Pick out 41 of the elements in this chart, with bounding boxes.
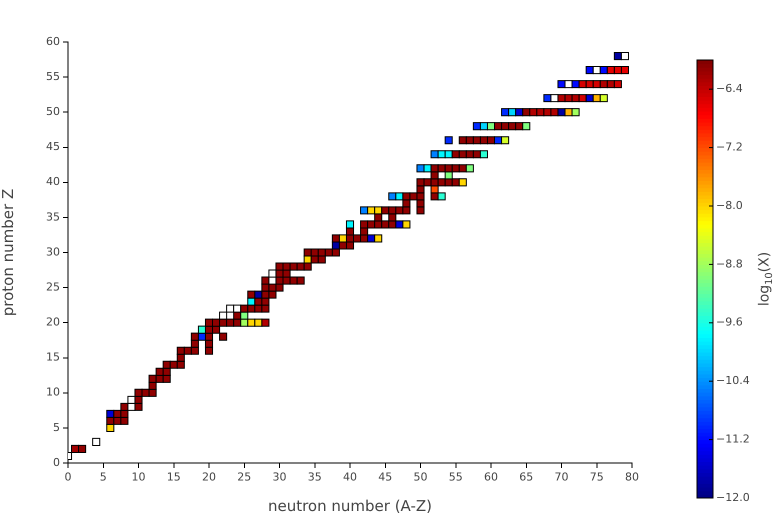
color-bar-label: −9.6 [716, 316, 743, 329]
y-tick-label: 15 [46, 350, 60, 364]
color-bar-label: −12.0 [716, 490, 750, 504]
y-tick-label: 25 [46, 280, 60, 294]
x-tick-label: 15 [166, 470, 181, 484]
y-tick-label: 10 [46, 386, 60, 399]
x-tick-label: 0 [64, 470, 72, 484]
y-tick-label: 50 [46, 105, 60, 118]
color-bar-title: log10(X) [756, 252, 775, 306]
x-tick-label: 10 [132, 470, 146, 484]
color-bar-label: −10.4 [716, 374, 750, 388]
color-bar-label: −6.4 [716, 82, 743, 96]
x-tick-label: 70 [554, 470, 568, 484]
x-tick-label: 30 [272, 470, 286, 484]
y-tick-label: 60 [46, 34, 60, 48]
y-tick-label: 0 [53, 456, 60, 469]
y-tick-label: 20 [46, 316, 60, 329]
x-tick-label: 55 [448, 470, 463, 484]
color-bar-label: −7.2 [716, 140, 743, 154]
y-axis-title: proton number Z [0, 188, 17, 316]
x-tick-label: 20 [202, 470, 216, 484]
x-tick-label: 45 [378, 470, 392, 484]
x-tick-label: 60 [484, 470, 498, 484]
y-tick-label: 30 [46, 245, 60, 258]
y-tick-label: 40 [46, 175, 60, 188]
x-tick-label: 80 [625, 470, 639, 484]
y-tick-label: 35 [46, 210, 60, 224]
color-bar-label: −8.8 [716, 257, 743, 270]
x-axis-title: neutron number (A-Z) [268, 496, 432, 515]
color-bar-label: −11.2 [716, 432, 750, 446]
color-bar-label: −8.0 [716, 198, 743, 212]
x-tick-label: 25 [237, 470, 252, 484]
x-tick-label: 65 [519, 470, 534, 484]
y-tick-label: 55 [46, 70, 60, 83]
x-tick-label: 75 [590, 470, 604, 484]
x-tick-label: 5 [100, 470, 107, 484]
x-tick-label: 50 [414, 470, 428, 484]
y-tick-label: 45 [46, 140, 60, 154]
x-tick-label: 40 [343, 470, 357, 484]
y-tick-label: 5 [53, 420, 60, 434]
x-tick-label: 35 [308, 470, 322, 484]
